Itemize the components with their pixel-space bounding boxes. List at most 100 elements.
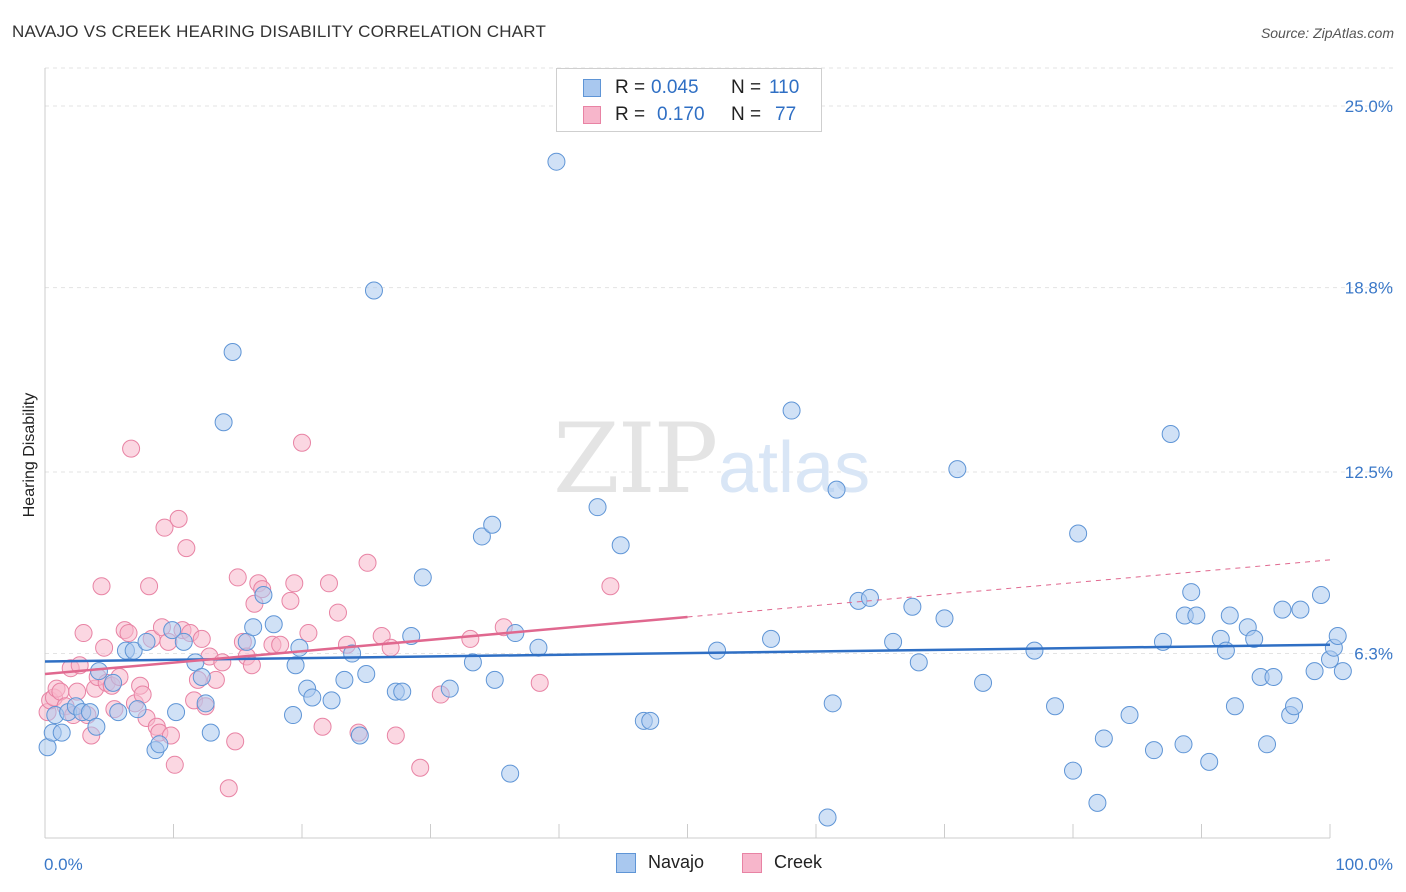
creek-n-label: N =	[731, 103, 762, 125]
navajo-point	[393, 682, 412, 701]
creek-point	[285, 574, 304, 593]
navajo-point	[1046, 697, 1065, 716]
navajo-point	[483, 515, 502, 534]
creek-points	[38, 433, 620, 798]
navajo-point	[264, 615, 283, 634]
creek-r-value: 0.170	[657, 103, 705, 125]
x-tick-label-max: 100.0%	[1335, 855, 1393, 874]
creek-point	[358, 553, 377, 572]
source-label: Source: ZipAtlas.com	[1260, 25, 1394, 41]
navajo-point	[884, 632, 903, 651]
navajo-point	[163, 621, 182, 640]
creek-trend-line	[44, 615, 688, 676]
navajo-point	[903, 597, 922, 616]
watermark-atlas: atlas	[718, 428, 870, 508]
navajo-point	[174, 632, 193, 651]
y-axis-label: Hearing Disability	[21, 393, 38, 518]
navajo-point	[286, 656, 305, 675]
navajo-point	[192, 667, 211, 686]
creek-point	[169, 509, 188, 528]
legend-item-navajo: Navajo	[616, 852, 704, 873]
creek-point	[140, 577, 159, 596]
navajo-point	[762, 629, 781, 648]
creek-point	[601, 577, 620, 596]
gridlines	[45, 67, 1395, 655]
creek-point	[281, 591, 300, 610]
navajo-point	[1258, 735, 1277, 754]
creek-point	[271, 635, 290, 654]
navajo-point	[322, 691, 341, 710]
creek-point	[328, 603, 347, 622]
y-tick-label: 18.8%	[1345, 279, 1393, 298]
navajo-point	[150, 735, 169, 754]
creek-point	[313, 717, 332, 736]
navajo-point	[935, 609, 954, 628]
navajo-point	[1120, 706, 1139, 725]
legend-row-navajo: R = 0.045 N = 110	[557, 74, 799, 101]
navajo-point	[1305, 662, 1324, 681]
navajo-trend-line	[44, 643, 1331, 663]
navajo-point	[1220, 606, 1239, 625]
navajo-point	[335, 670, 354, 689]
navajo-n-label: N =	[731, 76, 762, 98]
creek-point	[386, 726, 405, 745]
navajo-point	[611, 536, 630, 555]
navajo-swatch	[583, 78, 601, 97]
creek-point	[461, 629, 480, 648]
trend-lines	[44, 559, 1331, 676]
navajo-point	[1245, 629, 1264, 648]
navajo-point	[1187, 606, 1206, 625]
y-tick-label: 12.5%	[1345, 463, 1393, 482]
creek-point	[119, 624, 138, 643]
creek-legend-label: Creek	[774, 852, 823, 872]
navajo-legend-swatch	[616, 852, 636, 873]
navajo-point	[1088, 793, 1107, 812]
navajo-point	[529, 638, 548, 657]
creek-point	[219, 779, 238, 798]
navajo-point	[104, 673, 123, 692]
creek-point	[155, 518, 174, 537]
creek-point	[228, 568, 247, 587]
navajo-point	[1291, 600, 1310, 619]
navajo-point	[167, 703, 186, 722]
creek-point	[122, 439, 141, 458]
creek-point	[411, 758, 430, 777]
navajo-point	[463, 653, 482, 672]
creek-point	[95, 638, 114, 657]
y-tick-label: 6.3%	[1354, 645, 1393, 664]
legend-item-creek: Creek	[742, 852, 822, 873]
navajo-point	[201, 723, 220, 742]
correlation-legend: R = 0.045 N = 110 R = 0.170 N = 77	[556, 68, 822, 132]
navajo-point	[89, 662, 108, 681]
navajo-point	[827, 480, 846, 499]
navajo-point	[1312, 585, 1331, 604]
navajo-point	[109, 703, 128, 722]
navajo-point	[782, 401, 801, 420]
navajo-r-label: R =	[615, 76, 646, 98]
navajo-point	[485, 670, 504, 689]
navajo-point	[223, 342, 242, 361]
creek-point	[192, 629, 211, 648]
navajo-point	[823, 694, 842, 713]
creek-point	[92, 577, 111, 596]
navajo-point	[472, 527, 491, 546]
creek-point	[177, 539, 196, 558]
navajo-point	[501, 764, 520, 783]
navajo-point	[1174, 735, 1193, 754]
navajo-r-value: 0.045	[651, 76, 699, 98]
legend-row-creek: R = 0.170 N = 77	[557, 101, 796, 128]
navajo-point	[196, 694, 215, 713]
creek-point	[226, 732, 245, 751]
navajo-point	[909, 653, 928, 672]
navajo-point	[1182, 583, 1201, 602]
creek-point	[319, 574, 338, 593]
navajo-point	[1144, 741, 1163, 760]
navajo-point	[440, 679, 459, 698]
navajo-point	[1200, 752, 1219, 771]
navajo-point	[588, 498, 607, 517]
creek-n-value: 77	[775, 103, 797, 125]
navajo-point	[350, 726, 369, 745]
navajo-legend-label: Navajo	[648, 852, 705, 872]
navajo-point	[1328, 626, 1347, 645]
